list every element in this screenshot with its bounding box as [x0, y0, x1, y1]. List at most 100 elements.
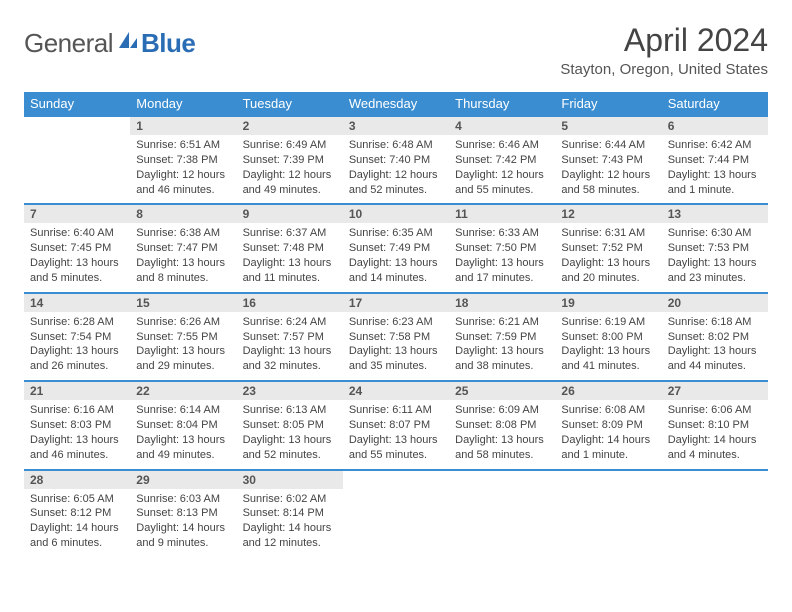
calendar-cell: 18Sunrise: 6:21 AMSunset: 7:59 PMDayligh…	[449, 293, 555, 381]
day-content: Sunrise: 6:24 AMSunset: 7:57 PMDaylight:…	[237, 312, 343, 380]
weekday-header: Friday	[555, 92, 661, 116]
day-number: 17	[343, 294, 449, 312]
day-content: Sunrise: 6:44 AMSunset: 7:43 PMDaylight:…	[555, 135, 661, 203]
header: General Blue April 2024 Stayton, Oregon,…	[24, 22, 768, 78]
day-content: Sunrise: 6:08 AMSunset: 8:09 PMDaylight:…	[555, 400, 661, 468]
day-number: 24	[343, 382, 449, 400]
day-number: 20	[662, 294, 768, 312]
day-content: Sunrise: 6:09 AMSunset: 8:08 PMDaylight:…	[449, 400, 555, 468]
day-content: Sunrise: 6:38 AMSunset: 7:47 PMDaylight:…	[130, 223, 236, 291]
day-number: 27	[662, 382, 768, 400]
weekday-header: Wednesday	[343, 92, 449, 116]
day-number: 5	[555, 117, 661, 135]
logo-text-blue: Blue	[141, 28, 195, 59]
day-content: Sunrise: 6:16 AMSunset: 8:03 PMDaylight:…	[24, 400, 130, 468]
calendar-cell: 28Sunrise: 6:05 AMSunset: 8:12 PMDayligh…	[24, 470, 130, 557]
day-content: Sunrise: 6:40 AMSunset: 7:45 PMDaylight:…	[24, 223, 130, 291]
calendar-cell: 5Sunrise: 6:44 AMSunset: 7:43 PMDaylight…	[555, 116, 661, 204]
day-number: 7	[24, 205, 130, 223]
day-content: Sunrise: 6:21 AMSunset: 7:59 PMDaylight:…	[449, 312, 555, 380]
calendar-header-row: SundayMondayTuesdayWednesdayThursdayFrid…	[24, 92, 768, 116]
calendar-cell: ..	[343, 470, 449, 557]
day-number: 18	[449, 294, 555, 312]
calendar-cell: 6Sunrise: 6:42 AMSunset: 7:44 PMDaylight…	[662, 116, 768, 204]
day-content: Sunrise: 6:18 AMSunset: 8:02 PMDaylight:…	[662, 312, 768, 380]
weekday-header: Monday	[130, 92, 236, 116]
day-content: Sunrise: 6:23 AMSunset: 7:58 PMDaylight:…	[343, 312, 449, 380]
day-content: Sunrise: 6:42 AMSunset: 7:44 PMDaylight:…	[662, 135, 768, 203]
calendar-cell: 13Sunrise: 6:30 AMSunset: 7:53 PMDayligh…	[662, 204, 768, 292]
calendar-cell: 7Sunrise: 6:40 AMSunset: 7:45 PMDaylight…	[24, 204, 130, 292]
calendar-cell: 4Sunrise: 6:46 AMSunset: 7:42 PMDaylight…	[449, 116, 555, 204]
calendar-cell: 20Sunrise: 6:18 AMSunset: 8:02 PMDayligh…	[662, 293, 768, 381]
day-number: 14	[24, 294, 130, 312]
day-content: Sunrise: 6:35 AMSunset: 7:49 PMDaylight:…	[343, 223, 449, 291]
day-content: Sunrise: 6:13 AMSunset: 8:05 PMDaylight:…	[237, 400, 343, 468]
weekday-header: Thursday	[449, 92, 555, 116]
day-content: Sunrise: 6:26 AMSunset: 7:55 PMDaylight:…	[130, 312, 236, 380]
day-content: Sunrise: 6:05 AMSunset: 8:12 PMDaylight:…	[24, 489, 130, 557]
logo-sail-icon	[117, 30, 139, 57]
day-number: 3	[343, 117, 449, 135]
calendar-cell: 3Sunrise: 6:48 AMSunset: 7:40 PMDaylight…	[343, 116, 449, 204]
day-content: Sunrise: 6:02 AMSunset: 8:14 PMDaylight:…	[237, 489, 343, 557]
day-content: Sunrise: 6:49 AMSunset: 7:39 PMDaylight:…	[237, 135, 343, 203]
location: Stayton, Oregon, United States	[560, 61, 768, 78]
weekday-header: Tuesday	[237, 92, 343, 116]
day-content: Sunrise: 6:51 AMSunset: 7:38 PMDaylight:…	[130, 135, 236, 203]
title-block: April 2024 Stayton, Oregon, United State…	[560, 22, 768, 78]
day-number: 13	[662, 205, 768, 223]
day-content: Sunrise: 6:37 AMSunset: 7:48 PMDaylight:…	[237, 223, 343, 291]
logo: General Blue	[24, 28, 195, 59]
calendar-cell: 19Sunrise: 6:19 AMSunset: 8:00 PMDayligh…	[555, 293, 661, 381]
day-content: Sunrise: 6:03 AMSunset: 8:13 PMDaylight:…	[130, 489, 236, 557]
calendar-cell: 12Sunrise: 6:31 AMSunset: 7:52 PMDayligh…	[555, 204, 661, 292]
calendar-cell: 27Sunrise: 6:06 AMSunset: 8:10 PMDayligh…	[662, 381, 768, 469]
day-number: 12	[555, 205, 661, 223]
calendar-cell: 30Sunrise: 6:02 AMSunset: 8:14 PMDayligh…	[237, 470, 343, 557]
calendar-cell: 10Sunrise: 6:35 AMSunset: 7:49 PMDayligh…	[343, 204, 449, 292]
calendar-row: ..1Sunrise: 6:51 AMSunset: 7:38 PMDaylig…	[24, 116, 768, 204]
day-number: 19	[555, 294, 661, 312]
calendar-row: 28Sunrise: 6:05 AMSunset: 8:12 PMDayligh…	[24, 470, 768, 557]
day-content: Sunrise: 6:19 AMSunset: 8:00 PMDaylight:…	[555, 312, 661, 380]
weekday-header: Sunday	[24, 92, 130, 116]
day-content: Sunrise: 6:11 AMSunset: 8:07 PMDaylight:…	[343, 400, 449, 468]
day-number: 29	[130, 471, 236, 489]
calendar-cell: 26Sunrise: 6:08 AMSunset: 8:09 PMDayligh…	[555, 381, 661, 469]
day-number: 1	[130, 117, 236, 135]
calendar-cell: 16Sunrise: 6:24 AMSunset: 7:57 PMDayligh…	[237, 293, 343, 381]
day-number: 22	[130, 382, 236, 400]
calendar-cell: 24Sunrise: 6:11 AMSunset: 8:07 PMDayligh…	[343, 381, 449, 469]
page-title: April 2024	[560, 22, 768, 59]
calendar-cell: 15Sunrise: 6:26 AMSunset: 7:55 PMDayligh…	[130, 293, 236, 381]
calendar-cell: 21Sunrise: 6:16 AMSunset: 8:03 PMDayligh…	[24, 381, 130, 469]
calendar-cell: 25Sunrise: 6:09 AMSunset: 8:08 PMDayligh…	[449, 381, 555, 469]
day-number: 16	[237, 294, 343, 312]
day-content: Sunrise: 6:06 AMSunset: 8:10 PMDaylight:…	[662, 400, 768, 468]
calendar-cell: ..	[24, 116, 130, 204]
day-number: 11	[449, 205, 555, 223]
day-content: Sunrise: 6:46 AMSunset: 7:42 PMDaylight:…	[449, 135, 555, 203]
calendar-cell: 1Sunrise: 6:51 AMSunset: 7:38 PMDaylight…	[130, 116, 236, 204]
day-number: 9	[237, 205, 343, 223]
day-number: 26	[555, 382, 661, 400]
calendar-cell: 9Sunrise: 6:37 AMSunset: 7:48 PMDaylight…	[237, 204, 343, 292]
day-number: 30	[237, 471, 343, 489]
day-number: 10	[343, 205, 449, 223]
day-content: Sunrise: 6:14 AMSunset: 8:04 PMDaylight:…	[130, 400, 236, 468]
day-number: 2	[237, 117, 343, 135]
calendar-cell: 22Sunrise: 6:14 AMSunset: 8:04 PMDayligh…	[130, 381, 236, 469]
calendar-cell: ..	[555, 470, 661, 557]
day-number: 15	[130, 294, 236, 312]
calendar-row: 14Sunrise: 6:28 AMSunset: 7:54 PMDayligh…	[24, 293, 768, 381]
calendar-cell: 29Sunrise: 6:03 AMSunset: 8:13 PMDayligh…	[130, 470, 236, 557]
calendar-row: 21Sunrise: 6:16 AMSunset: 8:03 PMDayligh…	[24, 381, 768, 469]
calendar-cell: 23Sunrise: 6:13 AMSunset: 8:05 PMDayligh…	[237, 381, 343, 469]
day-number: 28	[24, 471, 130, 489]
day-content: Sunrise: 6:30 AMSunset: 7:53 PMDaylight:…	[662, 223, 768, 291]
calendar-cell: 11Sunrise: 6:33 AMSunset: 7:50 PMDayligh…	[449, 204, 555, 292]
day-number: 21	[24, 382, 130, 400]
day-content: Sunrise: 6:31 AMSunset: 7:52 PMDaylight:…	[555, 223, 661, 291]
day-number: 23	[237, 382, 343, 400]
